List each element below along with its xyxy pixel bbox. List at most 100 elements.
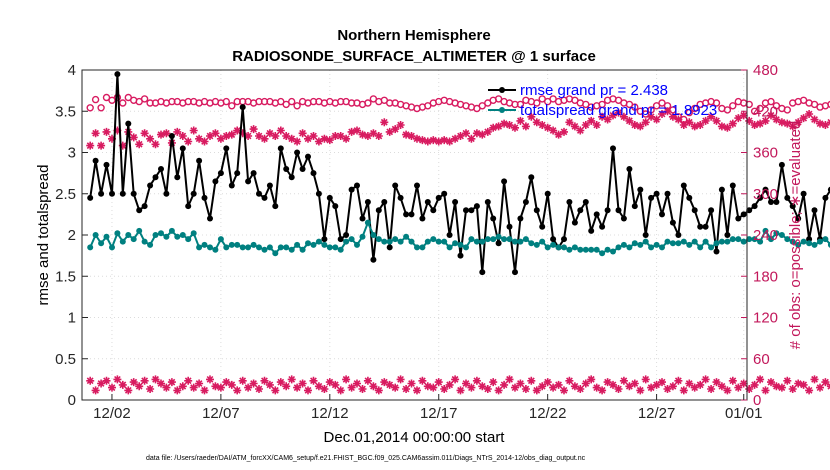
data-point-rmse — [768, 199, 774, 205]
data-point-totalspread — [615, 244, 622, 251]
obs-evaluated-point — [374, 386, 383, 395]
obs-possible-point — [729, 102, 737, 110]
y-tick-label: 3 — [68, 145, 76, 162]
obs-evaluated-point — [467, 383, 476, 392]
data-point-rmse — [642, 232, 649, 238]
obs-evaluated-point — [636, 122, 645, 131]
obs-evaluated-point — [685, 118, 694, 127]
obs-evaluated-point — [336, 386, 345, 395]
data-point-rmse — [680, 182, 687, 189]
data-point-totalspread — [768, 236, 774, 243]
obs-evaluated-point — [625, 382, 634, 391]
data-point-rmse — [408, 211, 415, 218]
obs-possible-point — [140, 95, 149, 103]
obs-evaluated-point — [451, 134, 460, 143]
data-point-totalspread — [588, 246, 595, 253]
obs-evaluated-point — [396, 121, 405, 129]
obs-evaluated-point — [598, 386, 607, 395]
data-point-totalspread — [125, 232, 132, 238]
data-point-rmse — [544, 190, 551, 197]
obs-evaluated-point — [369, 129, 378, 138]
obs-evaluated-point — [805, 386, 814, 395]
data-point-rmse — [479, 269, 486, 276]
obs-evaluated-point — [222, 132, 231, 140]
data-point-rmse — [370, 256, 377, 263]
obs-evaluated-point — [788, 122, 797, 131]
data-point-rmse — [283, 166, 290, 172]
y2-tick-label: 480 — [753, 62, 778, 79]
data-point-rmse — [381, 199, 388, 205]
data-point-rmse — [114, 71, 121, 78]
obs-evaluated-point — [500, 380, 509, 389]
data-point-totalspread — [822, 236, 829, 243]
obs-evaluated-point — [658, 110, 666, 118]
data-point-rmse — [299, 166, 306, 172]
data-point-totalspread — [729, 236, 736, 243]
obs-evaluated-point — [445, 380, 454, 389]
data-point-rmse — [179, 145, 186, 152]
data-point-totalspread — [740, 238, 747, 245]
obs-evaluated-point — [347, 127, 356, 136]
obs-evaluated-point — [265, 129, 274, 138]
obs-evaluated-point — [363, 376, 372, 385]
obs-evaluated-point — [173, 127, 182, 136]
obs-evaluated-point — [614, 108, 623, 117]
data-point-rmse — [217, 170, 224, 177]
data-point-rmse — [762, 186, 769, 193]
data-point-rmse — [419, 215, 426, 222]
obs-evaluated-point — [668, 382, 677, 391]
data-point-totalspread — [392, 236, 399, 243]
obs-evaluated-point — [663, 107, 672, 116]
obs-evaluated-point — [532, 386, 541, 395]
data-point-totalspread — [773, 230, 780, 237]
obs-evaluated-point — [462, 379, 470, 388]
obs-evaluated-point — [674, 376, 683, 385]
obs-evaluated-point — [511, 123, 519, 132]
data-point-rmse — [653, 190, 660, 197]
data-point-rmse — [588, 227, 595, 234]
data-point-rmse — [147, 182, 154, 189]
data-point-rmse — [691, 207, 698, 214]
data-point-rmse — [234, 170, 241, 177]
obs-evaluated-point — [690, 122, 699, 131]
data-point-totalspread — [751, 236, 758, 243]
obs-evaluated-point — [777, 118, 786, 127]
data-point-rmse — [751, 203, 758, 210]
obs-evaluated-point — [560, 127, 568, 136]
data-point-totalspread — [561, 244, 567, 251]
obs-evaluated-point — [592, 121, 601, 129]
obs-evaluated-point — [108, 383, 116, 392]
y-tick-label: 4 — [68, 62, 76, 79]
obs-evaluated-point — [516, 379, 525, 388]
data-point-rmse — [512, 269, 518, 276]
obs-evaluated-point — [750, 380, 759, 389]
obs-evaluated-point — [609, 111, 617, 120]
data-point-rmse — [561, 236, 567, 243]
obs-evaluated-point — [151, 375, 160, 384]
data-point-totalspread — [648, 244, 655, 251]
data-point-rmse — [484, 199, 491, 205]
data-point-rmse — [637, 186, 644, 193]
data-point-totalspread — [806, 240, 813, 247]
x-tick-label: 12/02 — [93, 405, 131, 422]
data-point-totalspread — [256, 244, 262, 251]
obs-evaluated-point — [271, 132, 280, 140]
data-point-rmse — [806, 236, 813, 243]
obs-evaluated-point — [173, 386, 182, 395]
obs-evaluated-point — [652, 380, 661, 389]
obs-evaluated-point — [238, 129, 247, 138]
data-point-rmse — [811, 207, 818, 214]
data-point-totalspread — [163, 233, 170, 240]
y2-tick-label: 0 — [753, 392, 761, 409]
obs-evaluated-point — [342, 134, 351, 143]
obs-evaluated-point — [810, 115, 819, 124]
data-point-rmse — [501, 178, 508, 185]
data-point-totalspread — [288, 246, 295, 253]
data-point-rmse — [729, 182, 736, 189]
data-point-totalspread — [479, 238, 486, 245]
data-point-rmse — [795, 215, 802, 222]
data-point-rmse — [800, 190, 807, 197]
obs-evaluated-point — [304, 386, 312, 395]
data-point-totalspread — [136, 227, 143, 234]
obs-evaluated-point — [641, 375, 650, 384]
